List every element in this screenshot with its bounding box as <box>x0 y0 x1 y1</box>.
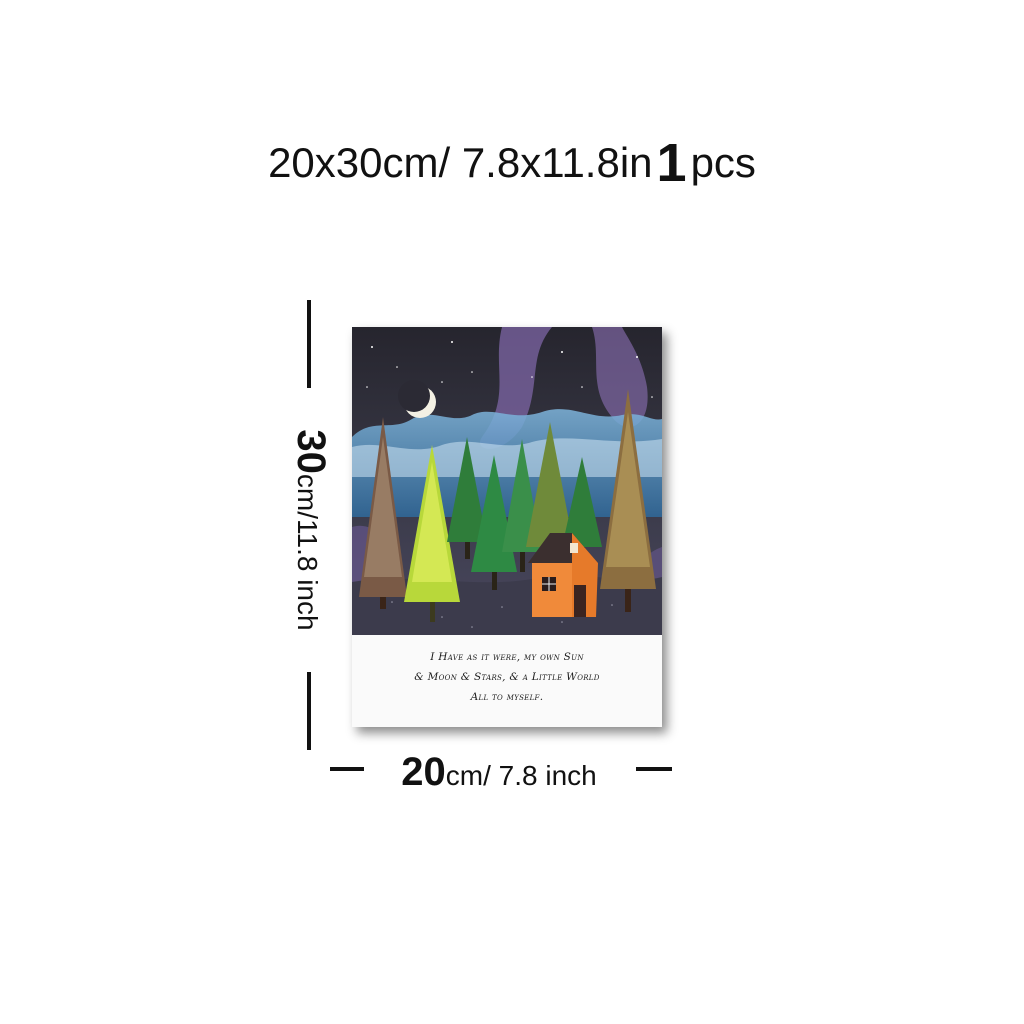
height-unit-text: cm/11.8 inch <box>292 473 323 631</box>
quantity-unit: pcs <box>690 139 756 186</box>
size-dimensions-text: 20x30cm/ 7.8x11.8in <box>268 139 653 186</box>
poster-print: I Have as it were, my own Sun & Moon & S… <box>352 327 662 727</box>
width-unit-text: cm/ 7.8 inch <box>445 760 597 791</box>
quote-line-3: All to myself. <box>470 691 544 703</box>
quote-line-1: I Have as it were, my own Sun <box>430 651 584 663</box>
house <box>528 533 598 617</box>
poster-quote: I Have as it were, my own Sun & Moon & S… <box>352 647 662 707</box>
height-rule-top <box>307 300 311 388</box>
forest-night-painting <box>352 327 662 635</box>
tree-brown-left <box>359 417 407 609</box>
width-rule-left <box>330 767 364 771</box>
width-rule-right <box>636 767 672 771</box>
quote-line-2: & Moon & Stars, & a Little World <box>414 671 600 683</box>
height-rule-bottom <box>307 672 311 750</box>
size-title: 20x30cm/ 7.8x11.8in1pcs <box>0 136 1024 190</box>
width-label: 20cm/ 7.8 inch <box>368 750 630 798</box>
quantity-number: 1 <box>656 133 687 193</box>
height-label: 30cm/11.8 inch <box>289 380 333 680</box>
width-number: 20 <box>401 750 446 794</box>
height-number: 30 <box>289 429 333 474</box>
